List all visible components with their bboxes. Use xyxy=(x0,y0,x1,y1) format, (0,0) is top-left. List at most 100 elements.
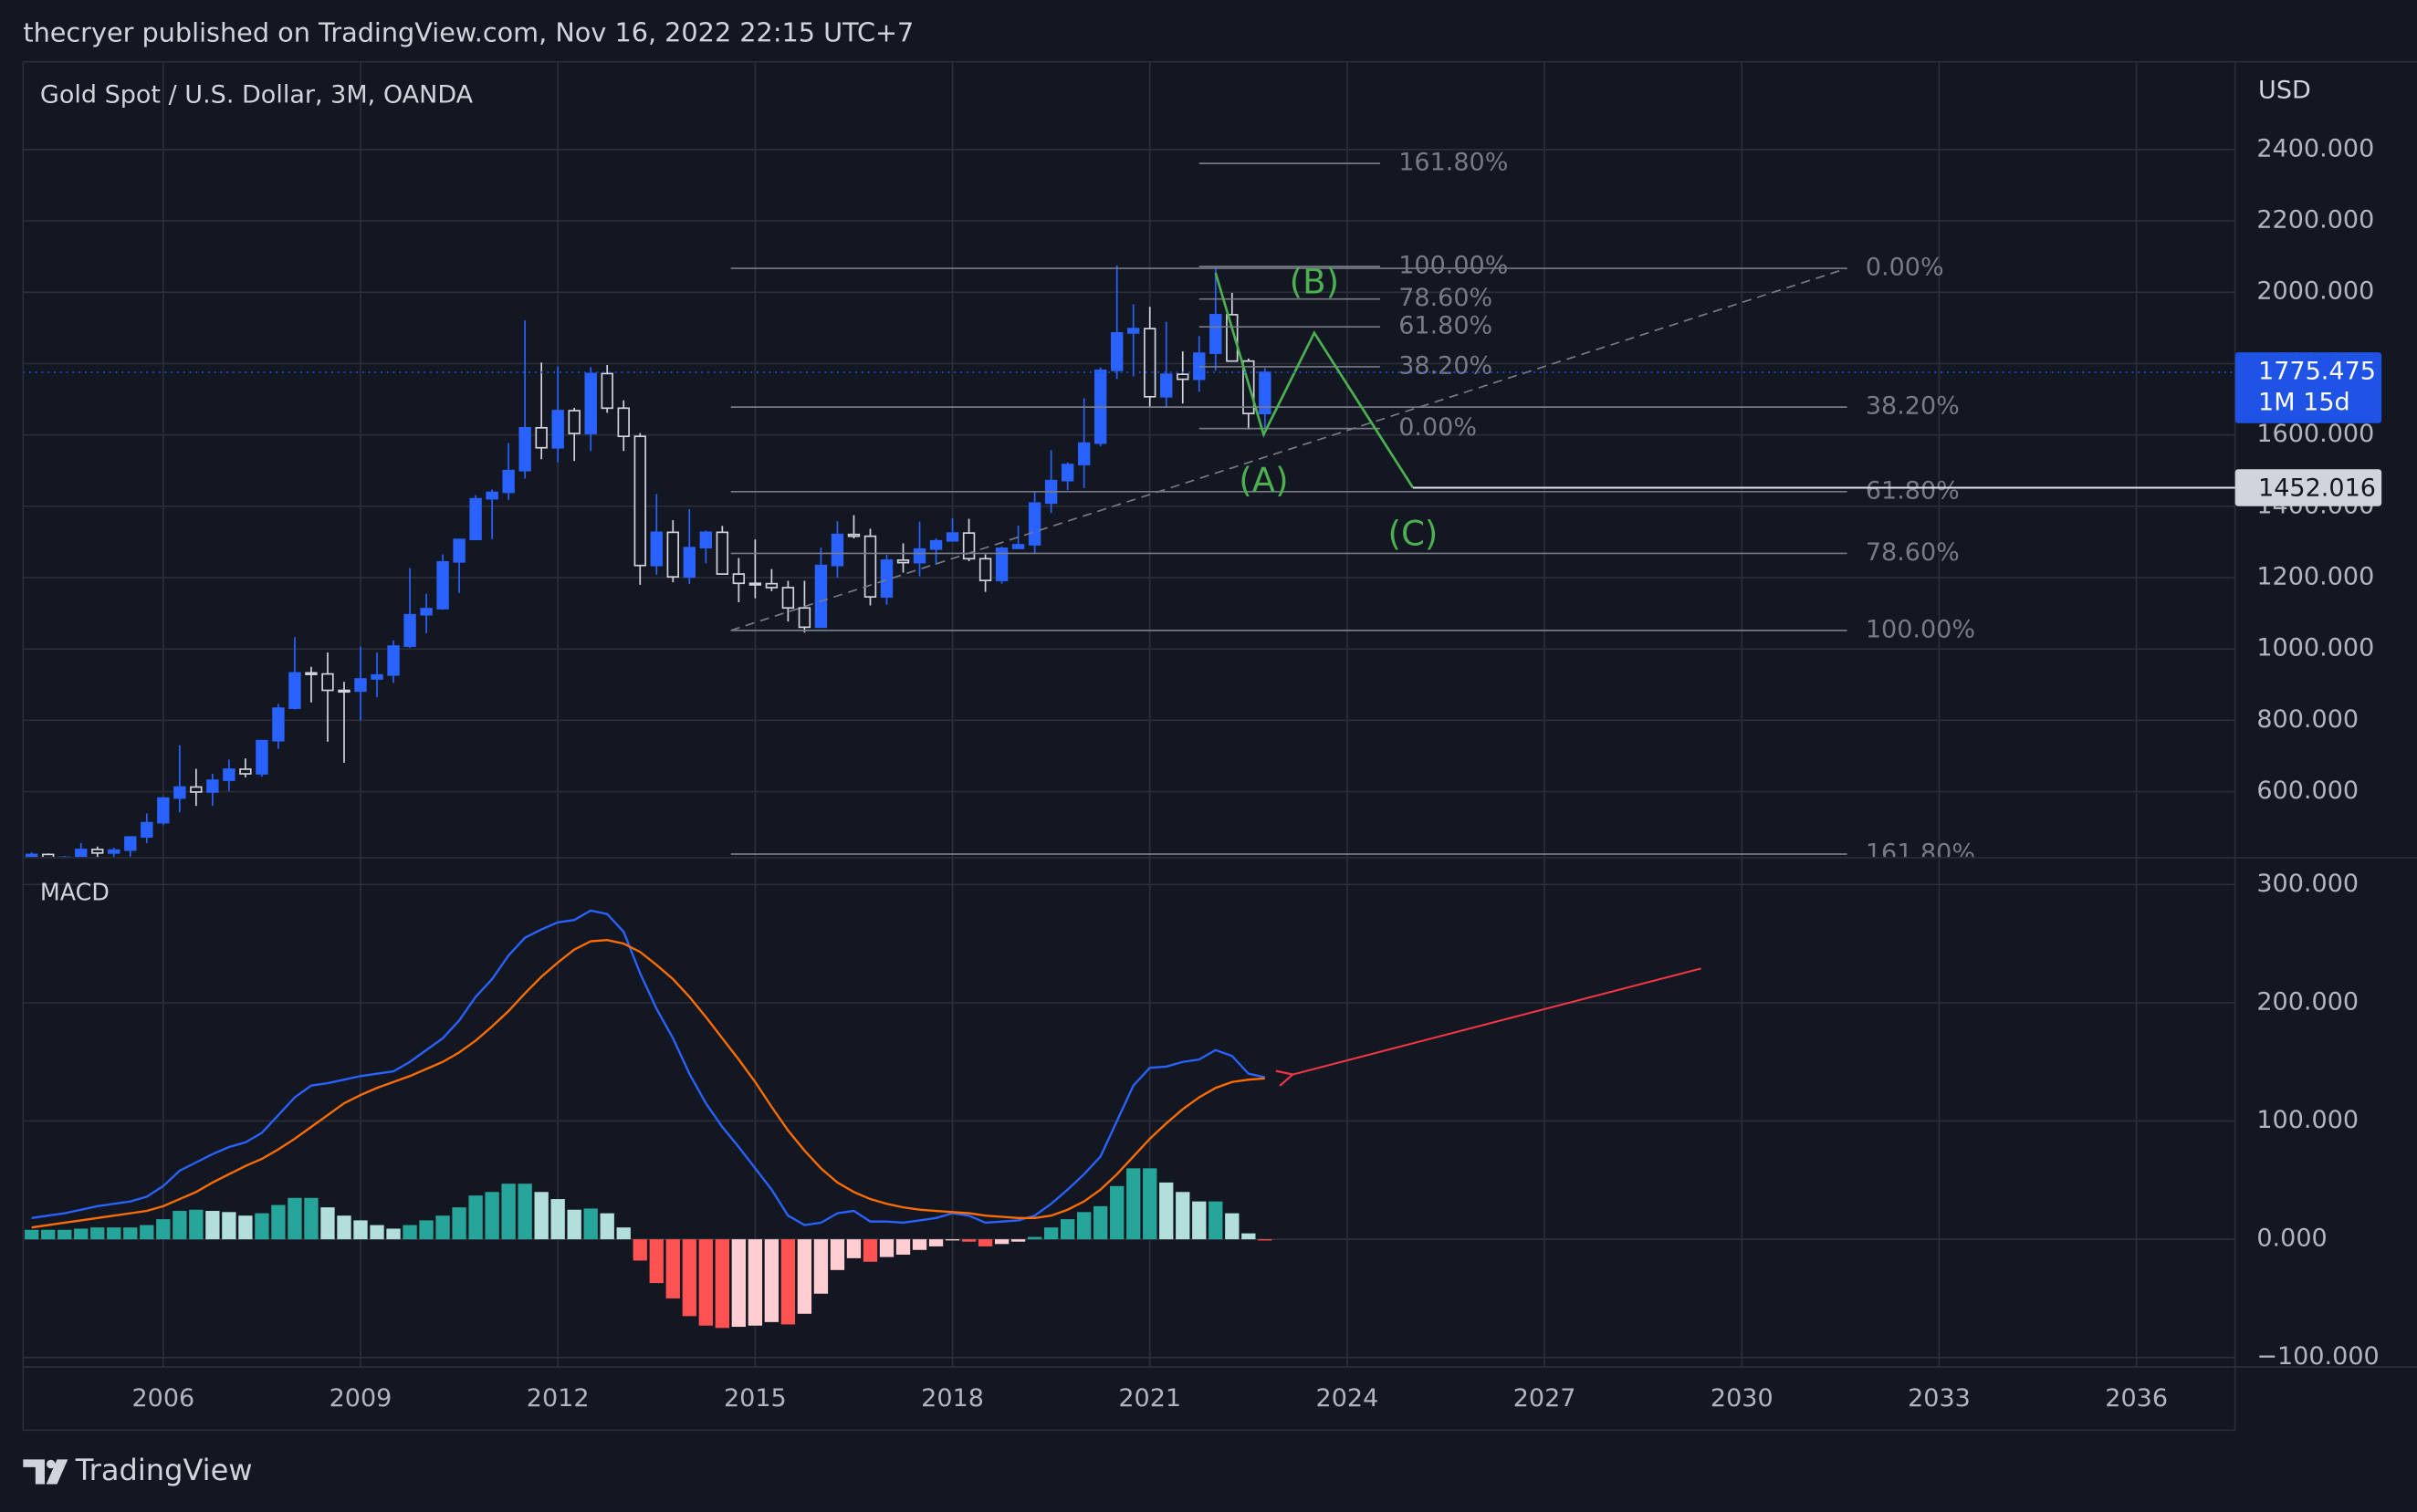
candle-body xyxy=(617,407,630,438)
histogram-bar xyxy=(90,1227,105,1240)
y-unit: USD xyxy=(2258,76,2311,104)
trend-line xyxy=(730,267,1847,631)
candle-body xyxy=(26,853,38,858)
price-label-box xyxy=(2234,469,2382,506)
price-pane: 161.80%100.00%78.60%61.80%38.20%0.00%0.0… xyxy=(23,149,2235,858)
y-tick-label: 1200.000 xyxy=(2256,563,2374,591)
histogram-bar xyxy=(945,1239,960,1241)
x-tick-label: 2006 xyxy=(131,1384,194,1413)
x-tick-label: 2009 xyxy=(330,1384,392,1413)
candle-body xyxy=(568,410,581,434)
candle-body xyxy=(288,672,301,709)
histogram-bar xyxy=(1225,1213,1240,1240)
fib-label: 100.00% xyxy=(1398,252,1508,280)
histogram-bar xyxy=(961,1239,977,1242)
histogram-bar xyxy=(863,1239,878,1262)
histogram-bar xyxy=(682,1239,696,1317)
candle-body xyxy=(1011,544,1025,549)
candle-body xyxy=(75,849,88,858)
histogram-bar xyxy=(156,1219,171,1240)
histogram-bar xyxy=(583,1208,598,1240)
histogram-bar xyxy=(1060,1219,1075,1240)
histogram-bar xyxy=(567,1209,581,1240)
histogram-bar xyxy=(1043,1227,1059,1240)
candle-body xyxy=(239,768,252,775)
wave-label: (A) xyxy=(1239,461,1288,500)
candle-body xyxy=(995,547,1009,581)
histogram-bar xyxy=(1208,1201,1223,1240)
candle-body xyxy=(1177,373,1189,381)
candle-body xyxy=(699,531,713,549)
histogram-bar xyxy=(1176,1192,1190,1240)
histogram-bar xyxy=(304,1197,319,1240)
candle-body xyxy=(601,372,613,410)
histogram-bar xyxy=(698,1239,713,1326)
candle-body xyxy=(683,547,696,579)
histogram-bar xyxy=(468,1195,483,1240)
histogram-bar xyxy=(173,1211,187,1240)
candle-body xyxy=(1061,464,1074,482)
candle-body xyxy=(371,673,383,680)
histogram-bar xyxy=(994,1239,1010,1245)
macd-pane xyxy=(25,909,1272,1329)
histogram-bar xyxy=(1126,1168,1141,1240)
candle-body xyxy=(272,707,285,742)
histogram-bar xyxy=(403,1225,417,1240)
footer-logo xyxy=(23,1459,68,1485)
candle-body xyxy=(962,532,976,560)
price-label: 1775.475 xyxy=(2258,358,2376,386)
y-tick-label: 1600.000 xyxy=(2256,420,2374,448)
header-text: thecryer published on TradingView.com, N… xyxy=(23,16,914,47)
histogram-bar xyxy=(748,1239,763,1326)
candle-body xyxy=(896,559,910,564)
candle-body xyxy=(436,560,449,610)
candle-body xyxy=(1127,328,1140,334)
candle-body xyxy=(486,491,498,500)
candle-body xyxy=(798,607,811,629)
y-tick-label: 2400.000 xyxy=(2256,134,2374,162)
histogram-bar xyxy=(452,1207,466,1240)
candle-body xyxy=(1209,314,1222,354)
price-label-box xyxy=(2234,352,2382,423)
histogram-bar xyxy=(271,1204,286,1240)
candle-body xyxy=(781,587,795,610)
histogram-bar xyxy=(912,1239,927,1250)
histogram-bar xyxy=(1258,1239,1272,1241)
fib-label: 38.20% xyxy=(1398,351,1492,380)
candle-body xyxy=(1259,371,1271,415)
candle-body xyxy=(141,821,153,839)
y-tick-label: 200.000 xyxy=(2256,987,2359,1016)
histogram-bar xyxy=(288,1197,302,1240)
candle-body xyxy=(256,739,268,775)
candle-body xyxy=(157,797,170,824)
fib-label: 161.80% xyxy=(1398,149,1508,177)
y-tick-label: 800.000 xyxy=(2256,705,2359,734)
candle-body xyxy=(518,426,531,472)
candle-body xyxy=(1226,314,1239,362)
candle-body xyxy=(469,497,482,541)
histogram-bar xyxy=(337,1215,351,1240)
y-tick-label: 0.000 xyxy=(2256,1225,2327,1253)
histogram-bar xyxy=(780,1239,796,1325)
y-tick-label: 600.000 xyxy=(2256,777,2359,805)
histogram-bar xyxy=(1143,1168,1157,1240)
histogram-bar xyxy=(600,1213,614,1240)
histogram-bar xyxy=(928,1239,944,1246)
x-tick-label: 2012 xyxy=(527,1384,590,1413)
candle-body xyxy=(650,531,663,567)
candle-body xyxy=(913,547,926,564)
candle-body xyxy=(124,836,137,851)
fib-label: 61.80% xyxy=(1866,476,1960,505)
y-tick-label: 300.000 xyxy=(2256,870,2359,898)
candle-body xyxy=(831,533,844,567)
fib-label: 78.60% xyxy=(1398,284,1492,312)
histogram-bar xyxy=(550,1199,565,1240)
histogram-bar xyxy=(123,1227,138,1240)
candle-body xyxy=(453,538,466,563)
logo-part xyxy=(46,1459,68,1485)
candle-body xyxy=(403,613,416,647)
histogram-bar xyxy=(616,1227,631,1240)
fib-label: 78.60% xyxy=(1866,538,1960,567)
price-label-sub: 1M 15d xyxy=(2258,388,2350,416)
candle-body xyxy=(1077,442,1091,465)
